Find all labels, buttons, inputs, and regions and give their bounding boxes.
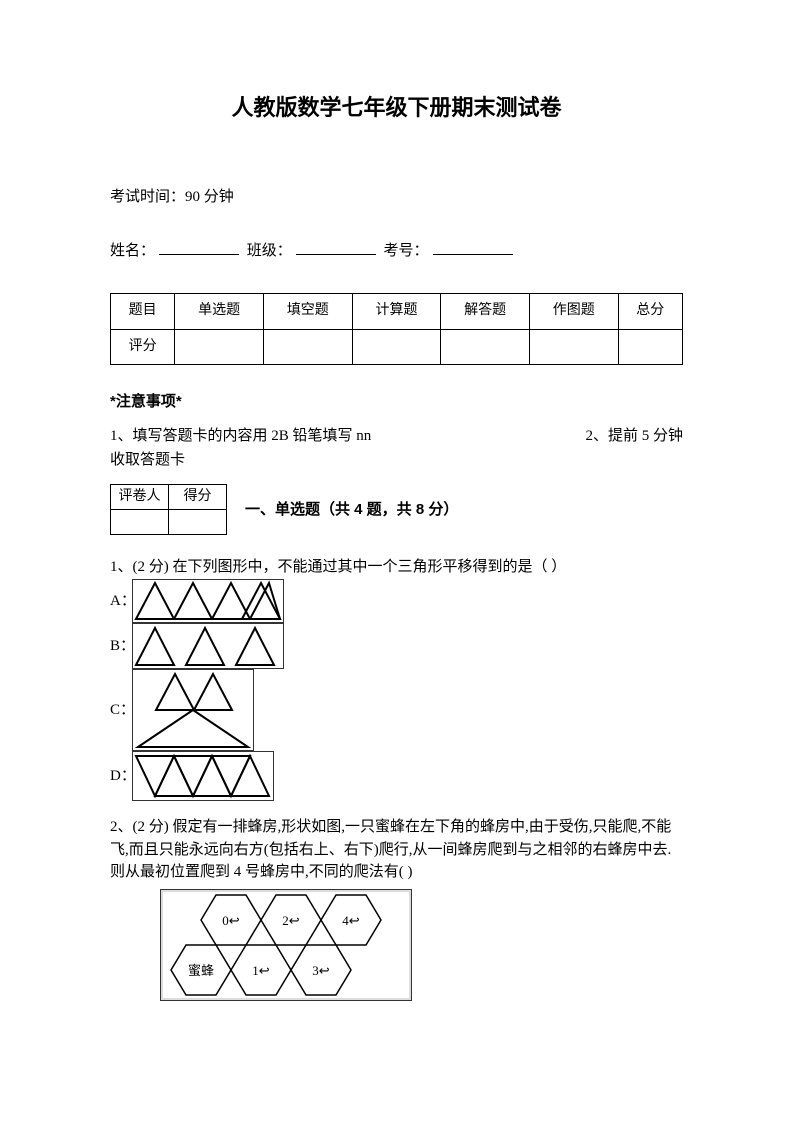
score-cell-5[interactable]	[529, 329, 618, 364]
exam-time-line: 考试时间：90 分钟	[110, 185, 683, 209]
grader-blank-2[interactable]	[169, 510, 227, 535]
exam-time-label: 考试时间：	[110, 189, 185, 205]
name-blank[interactable]	[159, 239, 239, 255]
notice-title: *注意事项*	[110, 390, 683, 414]
q2-hex-figure: 0↩ 2↩ 4↩ 蜜蜂 1↩ 3↩	[160, 889, 412, 1001]
score-cell-2[interactable]	[263, 329, 352, 364]
score-header-6: 总分	[618, 294, 682, 329]
score-table-score-row: 评分	[111, 329, 683, 364]
q1-choice-D: D：	[110, 751, 683, 801]
grader-blank-1[interactable]	[111, 510, 169, 535]
score-cell-3[interactable]	[352, 329, 441, 364]
hex-label-0: 0↩	[222, 913, 240, 928]
q1-figure-B	[132, 623, 284, 669]
q1-figure-A	[132, 579, 284, 623]
notice-item-2-part1: 2、提前 5 分钟	[585, 424, 683, 448]
score-cell-1[interactable]	[175, 329, 264, 364]
examno-label: 考号：	[384, 243, 429, 259]
grader-label: 评卷人	[111, 484, 169, 509]
hex-label-2: 2↩	[282, 913, 300, 928]
score-table: 题目 单选题 填空题 计算题 解答题 作图题 总分 评分	[110, 293, 683, 365]
score-header-2: 填空题	[263, 294, 352, 329]
q1-label-A: A：	[110, 594, 132, 609]
notice-item-1: 1、填写答题卡的内容用 2B 铅笔填写 nn	[110, 424, 371, 448]
question-2: 2、(2 分) 假定有一排蜂房,形状如图,一只蜜蜂在左下角的蜂房中,由于受伤,只…	[110, 816, 683, 1001]
q1-choice-C: C：	[110, 669, 683, 751]
class-label: 班级：	[247, 243, 292, 259]
name-label: 姓名：	[110, 243, 155, 259]
page-title: 人教版数学七年级下册期末测试卷	[110, 90, 683, 125]
notice-row: 1、填写答题卡的内容用 2B 铅笔填写 nn 2、提前 5 分钟	[110, 424, 683, 448]
q1-label-B: B：	[110, 639, 132, 654]
examno-blank[interactable]	[433, 239, 513, 255]
notice-item-2-part2: 收取答题卡	[110, 448, 683, 472]
score-header-1: 单选题	[175, 294, 264, 329]
exam-page: 人教版数学七年级下册期末测试卷 考试时间：90 分钟 姓名： 班级： 考号： 题…	[0, 0, 793, 1069]
score-header-3: 计算题	[352, 294, 441, 329]
score-header-0: 题目	[111, 294, 175, 329]
question-1: 1、(2 分) 在下列图形中，不能通过其中一个三角形平移得到的是（ ） A： B…	[110, 555, 683, 801]
hex-label-3: 3↩	[312, 963, 330, 978]
hex-label-1: 1↩	[252, 963, 270, 978]
q1-choice-B: B：	[110, 623, 683, 669]
q1-figure-D	[132, 751, 274, 801]
exam-time-value: 90 分钟	[185, 189, 234, 205]
score-header-4: 解答题	[441, 294, 530, 329]
score-cell-4[interactable]	[441, 329, 530, 364]
score-row-label: 评分	[111, 329, 175, 364]
hex-label-4: 4↩	[342, 913, 360, 928]
grader-table: 评卷人 得分	[110, 484, 227, 535]
score-table-header-row: 题目 单选题 填空题 计算题 解答题 作图题 总分	[111, 294, 683, 329]
section1-title: 一、单选题（共 4 题，共 8 分）	[245, 498, 458, 522]
hex-label-bee: 蜜蜂	[188, 963, 214, 978]
q1-label-D: D：	[110, 769, 132, 784]
grader-section: 评卷人 得分 一、单选题（共 4 题，共 8 分）	[110, 484, 683, 535]
q1-label-C: C：	[110, 703, 132, 718]
q1-figure-C	[132, 669, 254, 751]
q2-figure-wrap: 0↩ 2↩ 4↩ 蜜蜂 1↩ 3↩	[160, 889, 683, 1001]
class-blank[interactable]	[296, 239, 376, 255]
score-header-5: 作图题	[529, 294, 618, 329]
q1-stem: 1、(2 分) 在下列图形中，不能通过其中一个三角形平移得到的是（ ）	[110, 555, 683, 579]
student-info-line: 姓名： 班级： 考号：	[110, 239, 683, 263]
q1-choice-A: A：	[110, 579, 683, 623]
score-cell-6[interactable]	[618, 329, 682, 364]
grader-score-label: 得分	[169, 484, 227, 509]
q2-stem: 2、(2 分) 假定有一排蜂房,形状如图,一只蜜蜂在左下角的蜂房中,由于受伤,只…	[110, 816, 683, 884]
